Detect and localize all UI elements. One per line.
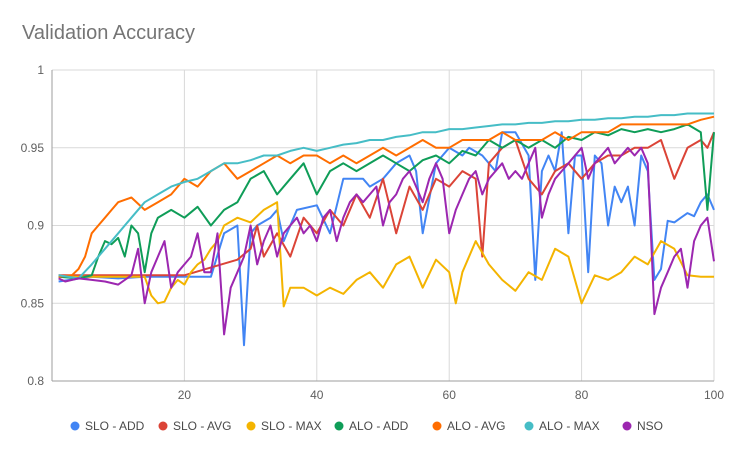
- series-line-alo-max: [58, 112, 714, 280]
- legend-swatch-alo-max: [524, 421, 534, 431]
- y-tick-label: 0.85: [21, 296, 45, 310]
- legend-swatch-slo-max: [246, 421, 256, 431]
- x-tick-label: 80: [575, 388, 589, 402]
- series-line-alo-add: [58, 123, 715, 280]
- y-tick-label: 0.9: [27, 219, 44, 233]
- legend-label-slo-add: SLO - ADD: [85, 419, 145, 433]
- x-tick-label: 100: [704, 388, 724, 402]
- legend-label-slo-max: SLO - MAX: [261, 419, 322, 433]
- series-line-slo-max: [58, 201, 714, 308]
- y-tick-label: 1: [37, 63, 44, 77]
- legend-swatch-slo-add: [70, 421, 80, 431]
- legend-label-slo-avg: SLO - AVG: [173, 419, 231, 433]
- series-line-nso: [58, 146, 715, 336]
- axes: 0.8 0.85 0.9 0.95 1 20 40 60 80 100: [21, 63, 725, 402]
- legend-swatch-alo-avg: [432, 421, 442, 431]
- series-lines: [58, 112, 715, 347]
- series-line-slo-avg: [58, 131, 715, 277]
- legend-swatch-nso: [622, 421, 632, 431]
- series-line-slo-add: [58, 131, 715, 347]
- legend-swatch-alo-add: [334, 421, 344, 431]
- x-tick-label: 40: [310, 388, 324, 402]
- legend-label-alo-add: ALO - ADD: [349, 419, 409, 433]
- legend-label-nso: NSO: [637, 419, 663, 433]
- y-tick-label: 0.8: [27, 374, 44, 388]
- legend-swatch-slo-avg: [158, 421, 168, 431]
- legend: SLO - ADD SLO - AVG SLO - MAX ALO - ADD ALO …: [70, 419, 663, 433]
- x-tick-label: 20: [178, 388, 192, 402]
- legend-label-alo-avg: ALO - AVG: [447, 419, 505, 433]
- legend-label-alo-max: ALO - MAX: [539, 419, 600, 433]
- y-tick-label: 0.95: [21, 141, 45, 155]
- series-line-alo-avg: [58, 115, 715, 278]
- x-tick-label: 60: [443, 388, 457, 402]
- chart-title: Validation Accuracy: [22, 22, 196, 44]
